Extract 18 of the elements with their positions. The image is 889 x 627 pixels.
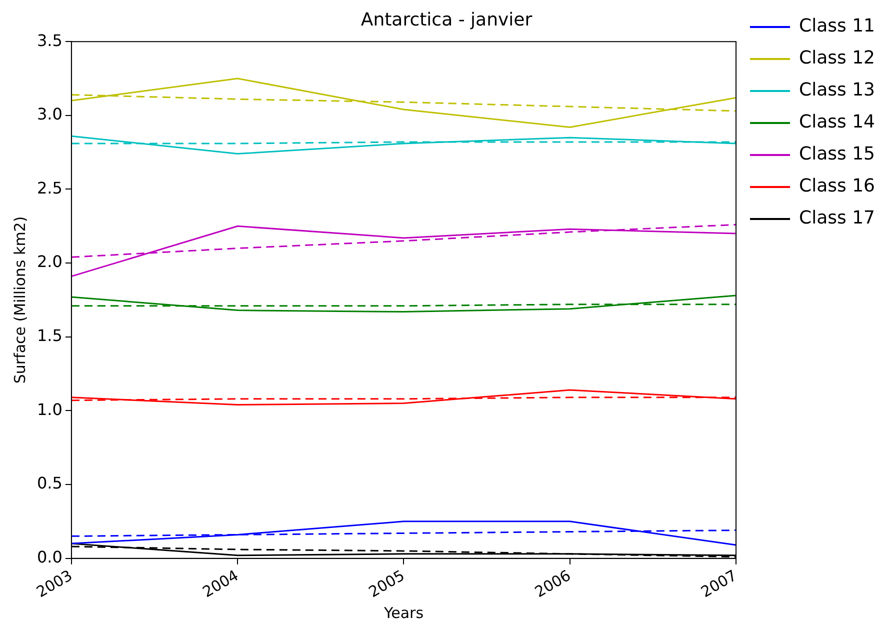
y-tick-label: 0.5 — [36, 474, 62, 493]
y-tick-label: 2.5 — [36, 178, 62, 198]
y-tick-label: 3.0 — [36, 104, 62, 124]
y-tick-label: 2.0 — [36, 252, 62, 272]
x-axis-title: Years — [382, 604, 424, 622]
y-axis-title: Surface (Millions km2) — [10, 216, 29, 384]
legend-label: Class 14 — [799, 112, 876, 133]
legend-label: Class 13 — [799, 80, 876, 101]
y-tick-label: 1.5 — [36, 326, 62, 346]
legend-label: Class 12 — [799, 48, 876, 69]
legend-label: Class 15 — [799, 144, 876, 165]
y-tick-label: 3.5 — [36, 30, 62, 50]
legend-label: Class 11 — [799, 16, 876, 37]
y-tick-label: 0.0 — [36, 547, 62, 566]
chart-title: Antarctica - janvier — [360, 9, 533, 30]
legend-label: Class 16 — [799, 176, 876, 197]
y-tick-label: 1.0 — [36, 400, 62, 419]
legend-label: Class 17 — [799, 208, 876, 229]
